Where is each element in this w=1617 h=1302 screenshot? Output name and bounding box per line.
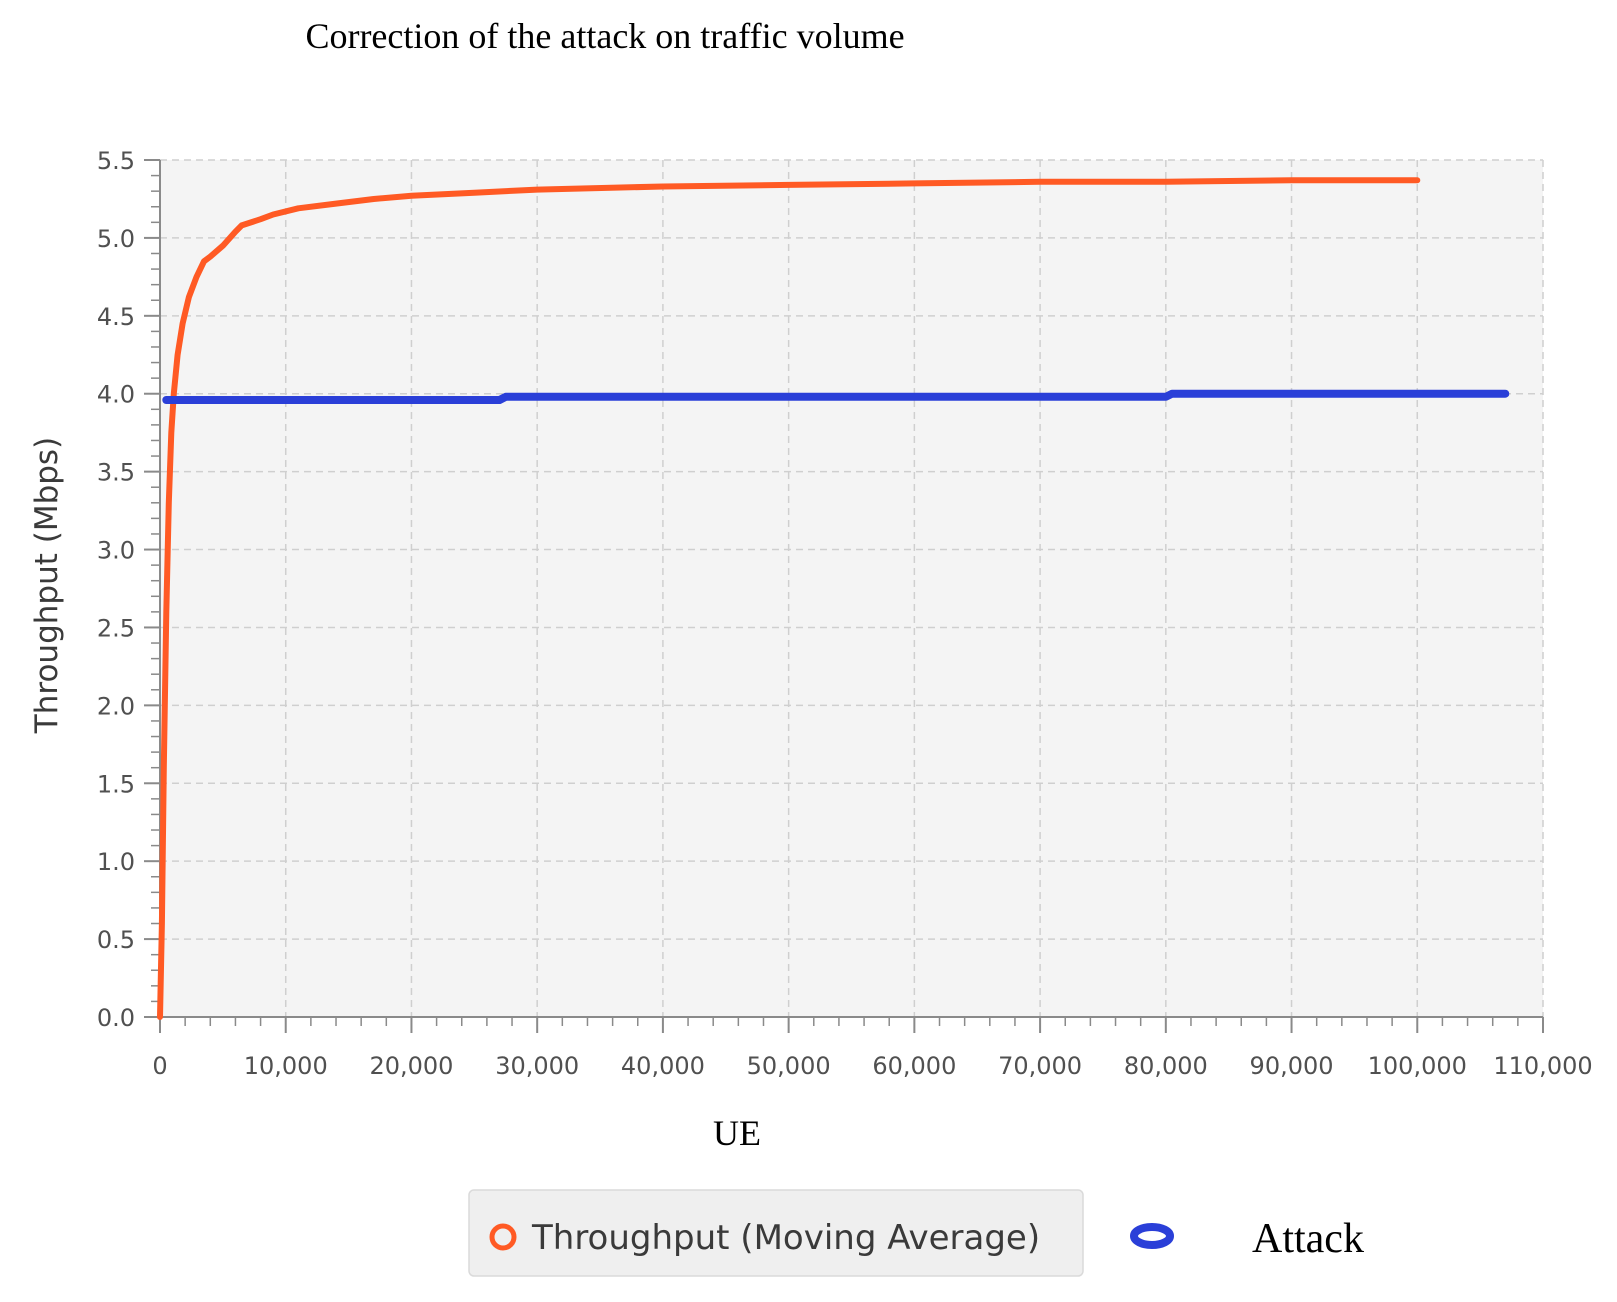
grid-lines [160,159,1544,1017]
throughput-series-line [157,177,1421,1020]
y-tick-label: 4.0 [97,381,135,409]
y-tick-label: 5.5 [97,147,135,175]
x-tick-label: 100,000 [1368,1052,1467,1080]
legend-box [468,1189,1084,1277]
plot-area [160,160,1543,1017]
y-tick-label: 3.5 [97,459,135,487]
legend: Throughput (Moving Average) Attack [468,1189,1364,1277]
x-tick-label: 0 [152,1052,167,1080]
x-tick-label: 30,000 [495,1052,579,1080]
tick-labels: 0 10,000 20,000 30,000 40,000 50,000 60,000 70,… [97,147,1593,1080]
x-tick-label: 20,000 [369,1052,453,1080]
legend-marker-throughput [489,1223,517,1251]
x-tick-label: 10,000 [244,1052,328,1080]
y-tick-label: 1.0 [97,848,135,876]
chart-title: Correction of the attack on traffic volu… [305,16,904,56]
legend-label-throughput: Throughput (Moving Average) [531,1218,1040,1258]
y-tick-label: 2.0 [97,692,135,720]
x-tick-label: 60,000 [872,1052,956,1080]
axes [144,159,1544,1033]
y-tick-label: 1.5 [97,770,135,798]
legend-label-attack: Attack [1252,1216,1364,1262]
series [157,177,1510,1020]
y-tick-label: 0.5 [97,926,135,954]
x-tick-label: 50,000 [747,1052,831,1080]
x-tick-label: 80,000 [1124,1052,1208,1080]
y-tick-label: 5.0 [97,225,135,253]
y-tick-label: 0.0 [97,1004,135,1032]
x-tick-label: 90,000 [1250,1052,1334,1080]
y-tick-label: 4.5 [97,303,135,331]
x-tick-label: 110,000 [1493,1052,1592,1080]
y-tick-label: 3.0 [97,537,135,565]
y-axis-label: Throughput (Mbps) [29,437,65,734]
legend-marker-attack [1130,1223,1174,1249]
x-tick-label: 70,000 [998,1052,1082,1080]
x-axis-label: UE [713,1113,761,1153]
x-tick-label: 40,000 [621,1052,705,1080]
y-tick-label: 2.5 [97,614,135,642]
attack-series-line [162,389,1510,404]
